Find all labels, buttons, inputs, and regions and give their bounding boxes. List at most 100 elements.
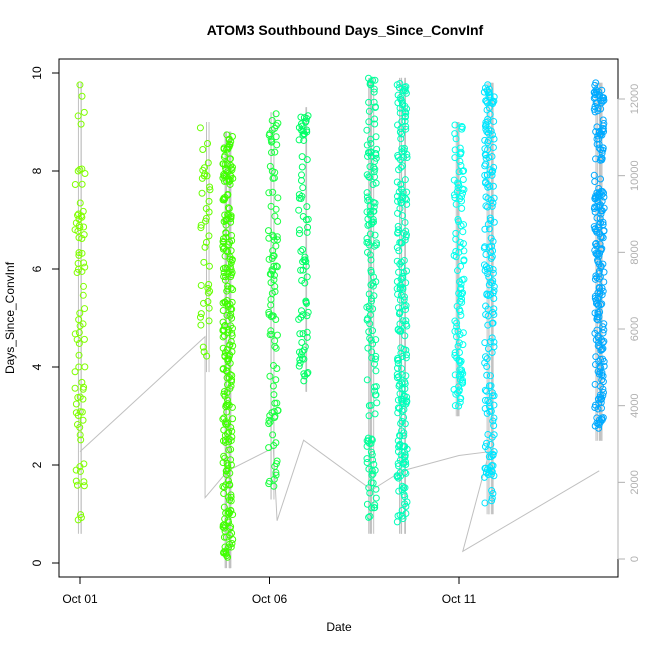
data-point (369, 181, 377, 189)
data-point (201, 243, 209, 251)
data-point (228, 166, 236, 174)
data-point (395, 310, 403, 318)
data-point (455, 402, 463, 410)
data-point (272, 110, 280, 118)
chart-title: ATOM3 Southbound Days_Since_ConvInf (207, 22, 484, 38)
data-point (75, 249, 83, 257)
data-point (265, 444, 273, 452)
data-point (595, 252, 603, 260)
data-point (450, 386, 458, 394)
data-point (460, 186, 468, 194)
data-point (483, 265, 491, 273)
data-point (402, 227, 410, 235)
data-point (484, 203, 492, 211)
data-point (487, 254, 495, 262)
data-point (397, 472, 405, 480)
data-point (363, 235, 371, 243)
right-y-tick-label: 4000 (629, 393, 641, 417)
right-y-tick-label: 6000 (629, 317, 641, 341)
data-point (598, 414, 606, 422)
data-point (400, 256, 408, 264)
right-y-tick-label: 2000 (629, 470, 641, 494)
data-point (599, 260, 607, 268)
data-point (482, 250, 490, 258)
data-point (222, 533, 230, 541)
y-tick-label: 10 (30, 66, 44, 80)
data-point (592, 239, 600, 247)
data-point (373, 399, 381, 407)
data-point (370, 85, 378, 93)
data-point (270, 475, 278, 483)
data-point (459, 329, 467, 337)
data-point (365, 305, 373, 313)
data-point (225, 178, 233, 186)
data-point (365, 412, 373, 420)
data-point (220, 196, 228, 204)
data-point (225, 205, 233, 213)
data-point (398, 353, 406, 361)
data-point (226, 481, 234, 489)
data-point (224, 553, 232, 561)
data-point (597, 262, 605, 270)
data-point (369, 470, 377, 478)
data-point (488, 334, 496, 342)
data-point (597, 175, 605, 183)
data-point (222, 420, 230, 428)
data-point (483, 128, 491, 136)
data-point (451, 130, 459, 138)
data-point (73, 269, 81, 277)
data-point (80, 478, 88, 486)
data-point (75, 251, 83, 259)
data-point (370, 98, 378, 106)
data-point (398, 417, 406, 425)
data-point (591, 246, 599, 254)
data-point (303, 126, 311, 134)
data-point (483, 106, 491, 114)
data-point (367, 336, 375, 344)
data-point (371, 103, 379, 111)
data-point (458, 125, 466, 133)
y-tick-label: 6 (30, 265, 44, 272)
data-point (394, 396, 402, 404)
data-point (77, 212, 85, 220)
data-point (452, 135, 460, 143)
data-point (598, 99, 606, 107)
data-point (369, 327, 377, 335)
data-point (487, 234, 495, 242)
data-point (367, 281, 375, 289)
data-point (593, 189, 601, 197)
data-point (366, 207, 374, 215)
data-point (371, 410, 379, 418)
data-point (363, 141, 371, 149)
data-point (74, 411, 82, 419)
data-point (490, 431, 498, 439)
data-point (369, 215, 377, 223)
data-point (458, 122, 466, 130)
data-point (81, 170, 89, 178)
data-point (365, 513, 373, 521)
data-point (485, 453, 493, 461)
data-point (401, 112, 409, 120)
data-point (224, 326, 232, 334)
data-point (593, 214, 601, 222)
data-point (223, 287, 231, 295)
data-point (72, 400, 80, 408)
data-point (364, 221, 372, 229)
data-point (394, 121, 402, 129)
data-point (489, 417, 497, 425)
data-point (457, 262, 465, 270)
data-point (274, 217, 282, 225)
data-point (452, 200, 460, 208)
data-point (268, 116, 276, 124)
data-point (487, 372, 495, 380)
data-point (401, 385, 409, 393)
data-point (268, 266, 276, 274)
data-point (482, 193, 490, 201)
data-point (224, 465, 232, 473)
data-point (198, 189, 206, 197)
data-point (593, 140, 601, 148)
data-point (402, 122, 410, 130)
data-point (76, 467, 84, 475)
data-point (226, 312, 234, 320)
data-point (399, 101, 407, 109)
